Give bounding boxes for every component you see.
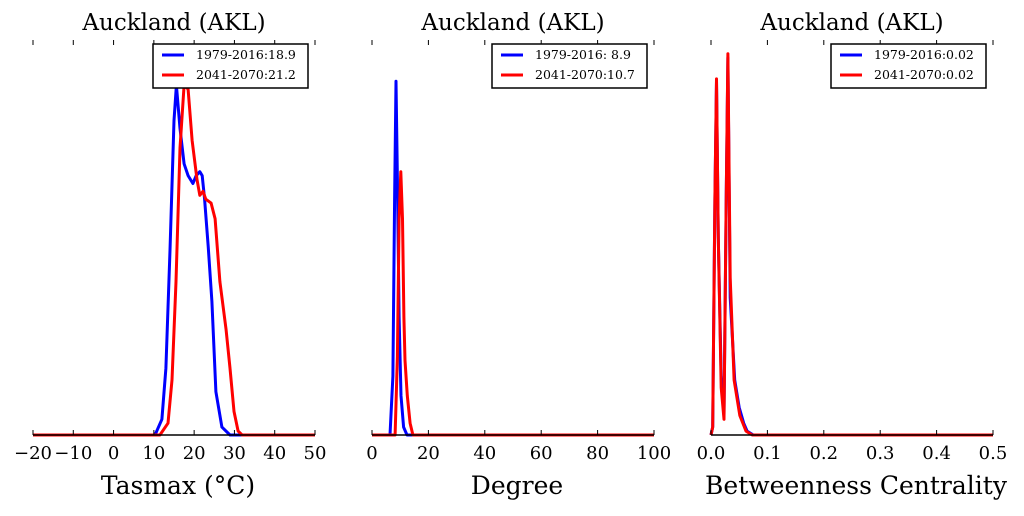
x-tick-label: 0.0 [697,443,726,464]
series-line-1 [372,79,654,437]
x-tick-label: 0 [366,443,377,464]
x-tick-label: 0.1 [753,443,782,464]
subplot-title: Auckland (AKL) [759,10,943,36]
x-tick-label: −10 [54,443,92,464]
series-line-1 [33,83,315,437]
x-tick-label: −20 [14,443,52,464]
legend: 1979-2016:18.9 2041-2070:21.2 [152,43,309,89]
legend: 1979-2016: 8.9 2041-2070:10.7 [491,43,648,89]
legend-label: 2041-2070:21.2 [196,67,296,82]
x-axis-label: Betweenness Centrality [705,471,1008,500]
series-line-2 [33,83,315,437]
x-tick-label: 0.4 [922,443,951,464]
legend-label: 2041-2070:0.02 [874,67,974,82]
series-line-2 [372,170,654,437]
x-tick-label: 40 [263,443,286,464]
x-tick-label: 80 [586,443,609,464]
x-tick-label: 100 [637,443,671,464]
subplot-title: Auckland (AKL) [420,10,604,36]
x-tick-label: 10 [142,443,165,464]
legend-label: 1979-2016: 8.9 [535,47,631,62]
legend-label: 1979-2016:18.9 [196,47,296,62]
x-tick-label: 20 [417,443,440,464]
x-axis-label: Degree [471,471,563,500]
x-tick-label: 40 [473,443,496,464]
subplot-2: Auckland (AKL) 0 20 40 60 80 100 Degree 1979-201… [366,10,671,500]
x-tick-label: 30 [223,443,246,464]
x-tick-label: 20 [183,443,206,464]
legend-label: 2041-2070:10.7 [535,67,635,82]
subplot-1: Auckland (AKL) −20 −10 0 10 20 30 40 50 Tasmax (°… [14,10,326,500]
legend-label: 1979-2016:0.02 [874,47,974,62]
legend: 1979-2016:0.02 2041-2070:0.02 [830,43,987,89]
x-axis-label: Tasmax (°C) [101,471,255,500]
legend-box [491,43,648,89]
x-tick-label: 0 [108,443,119,464]
subplot-title: Auckland (AKL) [81,10,265,36]
legend-box [152,43,309,89]
series-line-1 [709,56,993,437]
x-tick-label: 50 [304,443,327,464]
x-tick-label: 0.3 [866,443,895,464]
x-tick-label: 0.2 [809,443,838,464]
series-line-2 [709,52,993,437]
legend-box [830,43,987,89]
x-tick-label: 0.5 [979,443,1008,464]
x-tick-label: 60 [530,443,553,464]
subplot-3: Auckland (AKL) 0.0 0.1 0.2 0.3 0.4 0.5 Betweenn… [697,10,1008,500]
